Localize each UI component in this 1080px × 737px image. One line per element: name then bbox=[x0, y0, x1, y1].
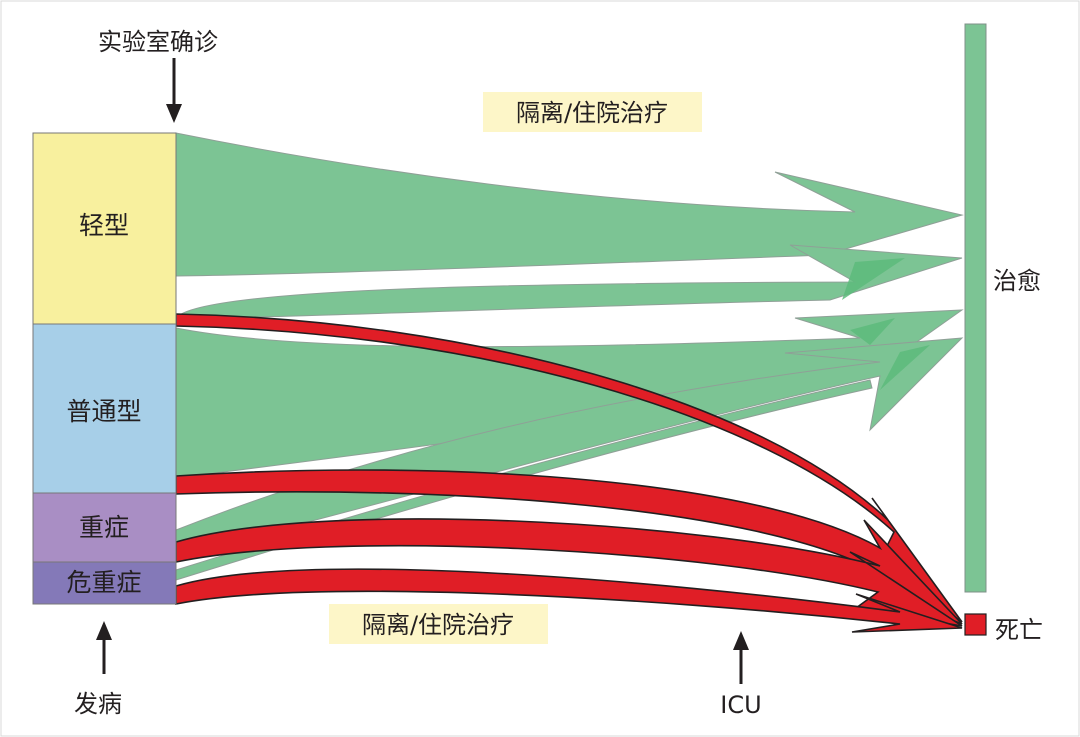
outcome-death-label: 死亡 bbox=[995, 616, 1043, 644]
label-mild: 轻型 bbox=[79, 211, 129, 240]
down-arrow-icon bbox=[166, 58, 182, 123]
arrow-overlap-shade-1 bbox=[842, 258, 905, 300]
event-lab-confirmed-label: 实验室确诊 bbox=[98, 28, 218, 56]
severity-column: 轻型 普通型 重症 危重症 bbox=[32, 132, 177, 605]
arrow-overlap-shade-2 bbox=[850, 318, 895, 345]
outcome-cure-label: 治愈 bbox=[993, 267, 1041, 295]
flow-critical-to-cure bbox=[175, 379, 873, 581]
arrow-overlap-shade-3 bbox=[880, 345, 930, 390]
box-severe bbox=[32, 492, 177, 563]
box-critical bbox=[32, 561, 177, 605]
label-critical: 危重症 bbox=[66, 568, 141, 597]
event-onset-label: 发病 bbox=[74, 690, 122, 718]
cure-flows bbox=[174, 132, 964, 581]
death-box bbox=[964, 613, 987, 636]
tag-lower-bg bbox=[329, 604, 548, 644]
tag-lower-text: 隔离/住院治疗 bbox=[362, 611, 514, 639]
icu-up-arrow-icon bbox=[733, 631, 749, 684]
flow-mild-lower-to-cure bbox=[174, 244, 963, 319]
label-moderate: 普通型 bbox=[66, 397, 141, 426]
tag-upper-bg bbox=[483, 92, 702, 132]
up-arrow-icon bbox=[96, 621, 112, 674]
flow-moderate-to-cure bbox=[175, 309, 964, 479]
label-severe: 重症 bbox=[79, 513, 129, 542]
flow-mild-to-cure bbox=[175, 132, 964, 277]
death-flows bbox=[175, 313, 963, 633]
tag-upper-text: 隔离/住院治疗 bbox=[516, 99, 668, 127]
flow-critical-to-death bbox=[175, 568, 963, 633]
icu-label: ICU bbox=[720, 691, 761, 719]
cure-bar bbox=[964, 23, 987, 593]
flow-severe-to-cure bbox=[175, 337, 964, 557]
